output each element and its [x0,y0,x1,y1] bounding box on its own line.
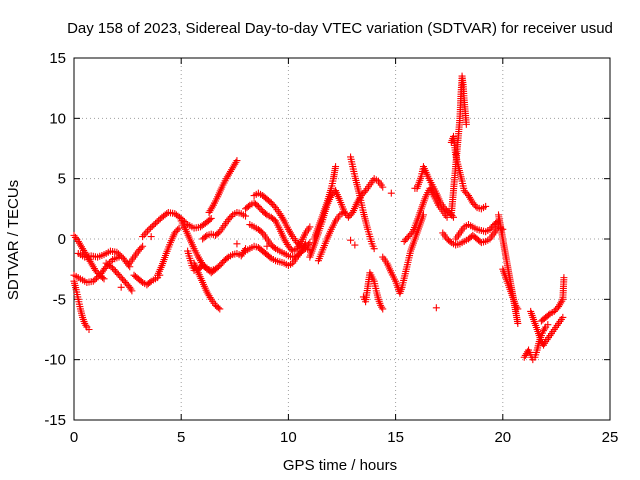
y-tick-label: 5 [58,171,66,188]
x-tick-label: 0 [70,429,78,446]
data-point [117,283,125,291]
data-point [407,229,415,237]
data-point [214,304,222,312]
y-tick-label: -10 [44,352,66,369]
data-point [443,213,451,221]
data-point [206,216,214,224]
grid-layer [74,58,610,420]
data-point [545,311,553,319]
data-point [89,277,97,285]
data-point [155,216,163,224]
data-point [175,224,183,232]
data-point [100,275,108,283]
data-marks [70,72,568,364]
data-point [244,202,252,210]
data-point [227,212,235,220]
x-tick-label: 20 [494,429,511,446]
y-tick-label: 15 [49,50,66,67]
x-tick-label: 10 [280,429,297,446]
y-tick-label: 10 [49,110,66,127]
data-point [514,319,522,327]
data-point [514,305,522,313]
x-axis-label: GPS time / hours [283,457,397,474]
data-point [223,254,231,262]
data-point [432,304,440,312]
data-point [242,212,250,220]
data-point [101,264,109,272]
data-point [143,227,151,235]
data-point [233,157,241,165]
data-point [163,210,171,218]
data-point [263,242,271,250]
data-point [347,236,355,244]
data-point [262,210,270,218]
data-point [347,210,355,218]
x-tick-label: 5 [177,429,185,446]
data-point [140,231,148,239]
data-point [216,305,224,313]
data-point [128,287,136,295]
data-point [351,241,359,249]
data-point [118,253,126,261]
data-point [306,223,314,231]
data-point [147,233,155,241]
data-point [139,242,147,250]
data-point [210,266,218,274]
data-point [201,233,209,241]
data-point [472,202,480,210]
data-point [174,226,182,234]
data-point [153,218,161,226]
data-point [150,221,158,229]
data-point [360,188,368,196]
data-point [462,120,470,128]
data-point [559,313,567,321]
x-tick-label: 25 [602,429,619,446]
data-point [233,240,241,248]
data-point [137,244,145,252]
data-point [93,274,101,282]
data-point [207,214,215,222]
data-point [560,274,568,282]
y-tick-label: -5 [53,291,66,308]
y-tick-label: -15 [44,412,66,429]
data-point [270,243,278,251]
y-tick-label: 0 [58,231,66,248]
data-point [114,250,122,258]
data-point [113,248,121,256]
data-point [139,233,147,241]
data-point [411,184,419,192]
y-axis-label: SDTVAR / TECUs [5,180,22,300]
data-point [370,245,378,253]
data-point [85,326,93,333]
data-point [116,251,124,259]
ticks-layer: 0 5 10 15 20 25 15 10 5 0 -5 -10 -15 [44,50,618,446]
data-point [379,305,387,313]
data-point [145,225,153,233]
data-point [151,219,159,227]
data-point [379,183,387,191]
data-point [266,253,274,261]
data-point [91,276,99,284]
data-point [482,202,490,210]
data-point [446,237,454,245]
data-point [142,229,150,237]
data-point [296,241,304,249]
data-point [270,202,278,210]
data-point [148,222,156,230]
x-tick-label: 15 [387,429,404,446]
data-point [387,189,395,197]
data-point [544,321,552,329]
data-point [94,273,102,281]
data-point [147,224,155,232]
data-point [332,163,340,171]
data-point [146,278,154,286]
data-point [137,277,145,285]
data-point [212,265,220,273]
chart-title: Day 158 of 2023, Sidereal Day-to-day VTE… [67,20,613,37]
